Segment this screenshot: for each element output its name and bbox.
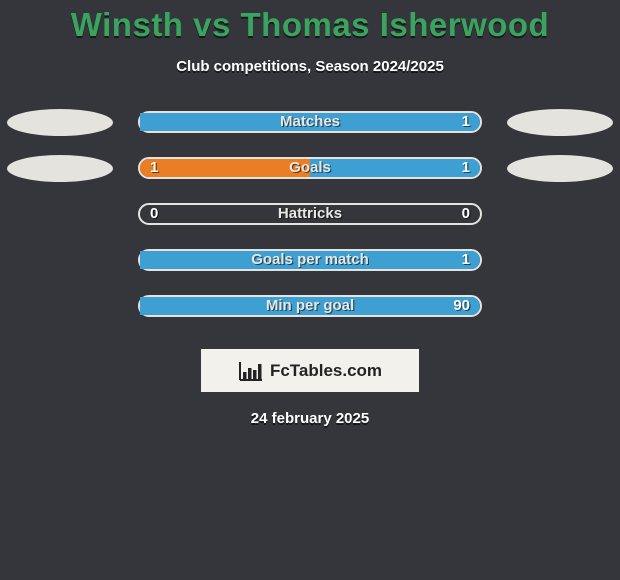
- stat-row: Goals11: [0, 157, 620, 203]
- stat-bar: [138, 249, 482, 271]
- stat-bar-left-fill: [140, 159, 310, 177]
- player-right-ellipse: [507, 109, 613, 136]
- stat-bar-right-fill: [140, 297, 480, 315]
- player-left-ellipse: [7, 155, 113, 182]
- stat-bar: [138, 111, 482, 133]
- stat-bar: [138, 157, 482, 179]
- bar-chart-icon: [238, 360, 264, 382]
- page-subtitle: Club competitions, Season 2024/2025: [0, 58, 620, 75]
- stat-bar: [138, 295, 482, 317]
- stat-bar-right-fill: [310, 159, 480, 177]
- stat-bar-right-fill: [140, 113, 480, 131]
- stat-bar: [138, 203, 482, 225]
- stat-row: Matches1: [0, 111, 620, 157]
- page-title: Winsth vs Thomas Isherwood: [0, 0, 620, 44]
- player-right-ellipse: [507, 155, 613, 182]
- stat-row: Min per goal90: [0, 295, 620, 341]
- brand-badge[interactable]: FcTables.com: [201, 349, 419, 392]
- brand-name: FcTables.com: [270, 361, 382, 381]
- date-line: 24 february 2025: [0, 410, 620, 427]
- player-left-ellipse: [7, 109, 113, 136]
- stat-bar-right-fill: [140, 251, 480, 269]
- stat-rows: Matches1Goals11Hattricks00Goals per matc…: [0, 111, 620, 341]
- stat-row: Goals per match1: [0, 249, 620, 295]
- stat-row: Hattricks00: [0, 203, 620, 249]
